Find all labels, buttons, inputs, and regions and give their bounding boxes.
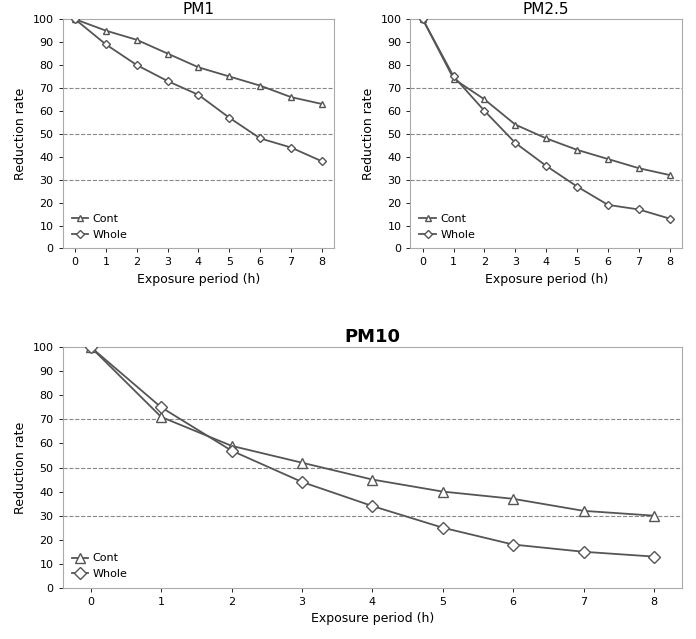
Cont: [132, 36, 141, 43]
Cont: [164, 50, 172, 58]
Cont: [418, 15, 427, 23]
Cont: [86, 343, 95, 351]
Cont: [665, 171, 674, 179]
Cont: [604, 155, 612, 163]
Cont: [194, 63, 203, 71]
Cont: [450, 75, 458, 82]
Whole: [228, 447, 236, 454]
Whole: [511, 139, 519, 147]
Cont: [228, 442, 236, 450]
Whole: [164, 77, 172, 85]
Cont: [573, 146, 581, 154]
Cont: [157, 413, 166, 421]
Whole: [480, 107, 489, 115]
Cont: [256, 82, 264, 89]
Whole: [226, 114, 234, 121]
Whole: [573, 183, 581, 190]
Line: Whole: Whole: [72, 17, 325, 164]
Cont: [318, 100, 326, 108]
Line: Cont: Cont: [419, 16, 673, 178]
Legend: Cont, Whole: Cont, Whole: [68, 211, 131, 243]
X-axis label: Exposure period (h): Exposure period (h): [310, 612, 434, 626]
Y-axis label: Reduction rate: Reduction rate: [14, 88, 27, 180]
Line: Cont: Cont: [86, 343, 659, 521]
Cont: [368, 475, 377, 483]
Line: Whole: Whole: [86, 343, 658, 561]
Whole: [71, 15, 79, 23]
Whole: [542, 162, 551, 170]
Whole: [650, 553, 658, 560]
Whole: [132, 61, 141, 69]
Y-axis label: Reduction rate: Reduction rate: [14, 421, 27, 514]
Cont: [650, 512, 658, 520]
X-axis label: Exposure period (h): Exposure period (h): [484, 273, 608, 286]
X-axis label: Exposure period (h): Exposure period (h): [137, 273, 260, 286]
Whole: [318, 157, 326, 165]
Cont: [635, 164, 643, 172]
Whole: [604, 201, 612, 209]
Whole: [635, 206, 643, 213]
Cont: [542, 135, 551, 142]
Whole: [298, 478, 306, 486]
Cont: [509, 495, 517, 503]
Whole: [287, 144, 295, 151]
Cont: [71, 15, 79, 23]
Whole: [450, 73, 458, 81]
Whole: [256, 135, 264, 142]
Cont: [298, 459, 306, 466]
Cont: [287, 93, 295, 101]
Whole: [438, 524, 447, 532]
Legend: Cont, Whole: Cont, Whole: [416, 211, 479, 243]
Title: PM2.5: PM2.5: [523, 2, 569, 17]
Whole: [579, 548, 587, 555]
Cont: [579, 507, 587, 514]
Whole: [194, 91, 203, 98]
Title: PM10: PM10: [345, 328, 400, 346]
Title: PM1: PM1: [182, 2, 214, 17]
Whole: [86, 343, 95, 351]
Whole: [418, 15, 427, 23]
Cont: [226, 73, 234, 81]
Line: Whole: Whole: [420, 17, 672, 222]
Y-axis label: Reduction rate: Reduction rate: [362, 88, 375, 180]
Cont: [102, 27, 110, 35]
Whole: [368, 502, 377, 510]
Whole: [509, 541, 517, 548]
Legend: Cont, Whole: Cont, Whole: [68, 550, 131, 582]
Whole: [665, 215, 674, 222]
Whole: [157, 403, 166, 411]
Cont: [480, 96, 489, 104]
Cont: [511, 121, 519, 128]
Cont: [438, 488, 447, 495]
Whole: [102, 40, 110, 48]
Line: Cont: Cont: [72, 16, 326, 107]
